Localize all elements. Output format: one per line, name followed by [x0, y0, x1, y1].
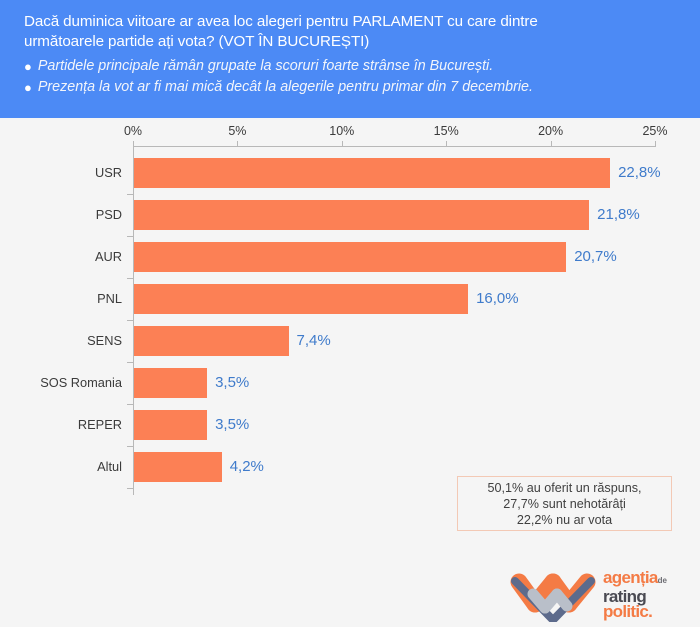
bar-value-label: 3,5% [215, 416, 250, 433]
bar [134, 410, 208, 440]
bar-category-label: USR [94, 165, 122, 180]
header-bullet-item: ● Partidele principale rămân grupate la … [24, 56, 682, 77]
bar [134, 452, 222, 482]
bar-value-label: 3,5% [215, 374, 250, 391]
bar-row: USR 22,8% [0, 158, 700, 188]
x-axis-tick-mark [550, 141, 552, 147]
bar-category-label: Altul [97, 459, 122, 474]
annotation-line: 22,2% nu ar vota [516, 512, 613, 527]
annotation-box: 50,1% au oferit un răspuns, 27,7% sunt n… [457, 476, 672, 531]
bar-category-label: SENS [87, 333, 122, 348]
bar-category-label: SOS Romania [40, 375, 122, 390]
bar-category-label: AUR [94, 249, 122, 264]
y-axis-tick-mark [127, 362, 133, 363]
logo-word-de: de [657, 576, 667, 585]
y-axis-tick-mark [127, 194, 133, 195]
bar [134, 158, 611, 188]
question-line-2: următoarele partide ați vota? (VOT ÎN BU… [24, 32, 370, 50]
bar-row: REPER 3,5% [0, 410, 700, 440]
x-axis-tick-mark [133, 141, 134, 147]
bar-row: AUR 20,7% [0, 242, 700, 272]
bar-row: PSD 21,8% [0, 200, 700, 230]
bar-chart: 0% 5% 10% 15% 20% 25% USR 22,8% PSD 21,8% AUR 20,7… [0, 118, 700, 624]
y-axis-tick-mark [127, 446, 133, 447]
bar-value-label: 22,8% [618, 164, 661, 181]
x-axis-tick-mark [655, 141, 656, 147]
header-banner: Dacă duminica viitoare ar avea loc alege… [0, 0, 700, 118]
y-axis-tick-mark [127, 404, 133, 405]
bar-category-label: PNL [97, 291, 122, 306]
x-axis-tick-mark [237, 141, 239, 147]
bar [134, 368, 208, 398]
x-axis-tick-mark [341, 141, 343, 147]
bar-row: SOS Romania 3,5% [0, 368, 700, 398]
bar-value-label: 20,7% [574, 248, 617, 265]
brand-logo: agențiade rating politic. [505, 566, 695, 624]
bullet-dot-icon: ● [24, 80, 32, 95]
x-axis-tick-label: 15% [433, 124, 459, 138]
bar-value-label: 7,4% [296, 332, 331, 349]
bullet-dot-icon: ● [24, 59, 32, 74]
header-bullet-item: ● Prezența la vot ar fi mai mică decât l… [24, 77, 682, 98]
y-axis-tick-mark [127, 236, 133, 237]
bar-row: SENS 7,4% [0, 326, 700, 356]
x-axis-tick-label: 5% [228, 124, 247, 138]
logo-word-rating: rating [603, 586, 647, 606]
bar [134, 326, 289, 356]
bar-value-label: 21,8% [597, 206, 640, 223]
bar-row: Altul 4,2% [0, 452, 700, 482]
x-axis-line [133, 146, 655, 147]
header-bullet-list: ● Partidele principale rămân grupate la … [24, 56, 682, 98]
bar [134, 284, 469, 314]
annotation-line: 27,7% sunt nehotărâți [503, 496, 626, 511]
x-axis-tick-mark [446, 141, 448, 147]
annotation-line: 50,1% au oferit un răspuns, [487, 480, 642, 495]
x-axis-tick-label: 25% [642, 124, 668, 138]
brand-logo-text: agențiade rating politic. [603, 568, 695, 621]
bar-value-label: 16,0% [476, 290, 519, 307]
bar-value-label: 4,2% [229, 458, 264, 475]
bar-category-label: PSD [95, 207, 122, 222]
question-line-1: Dacă duminica viitoare ar avea loc alege… [24, 13, 538, 30]
y-axis-line [133, 146, 134, 495]
y-axis-tick-mark [127, 320, 133, 321]
y-axis-tick-mark [127, 278, 133, 279]
bar-row: PNL 16,0% [0, 284, 700, 314]
x-axis-tick-label: 20% [538, 124, 564, 138]
header-bullet-text: Partidele principale rămân grupate la sc… [37, 58, 494, 74]
header-bullet-text: Prezența la vot ar fi mai mică decât la … [37, 79, 533, 95]
bar [134, 200, 590, 230]
bar [134, 242, 567, 272]
logo-word-agentia: agenția [603, 568, 658, 587]
x-axis-tick-label: 0% [123, 124, 143, 138]
x-axis-tick-label: 10% [329, 124, 355, 138]
logo-line-1: agențiade [603, 568, 695, 589]
logo-word-politic: politic. [603, 602, 653, 621]
agentia-rating-politic-icon [505, 568, 601, 624]
bar-category-label: REPER [77, 417, 122, 432]
y-axis-tick-mark [127, 488, 133, 489]
